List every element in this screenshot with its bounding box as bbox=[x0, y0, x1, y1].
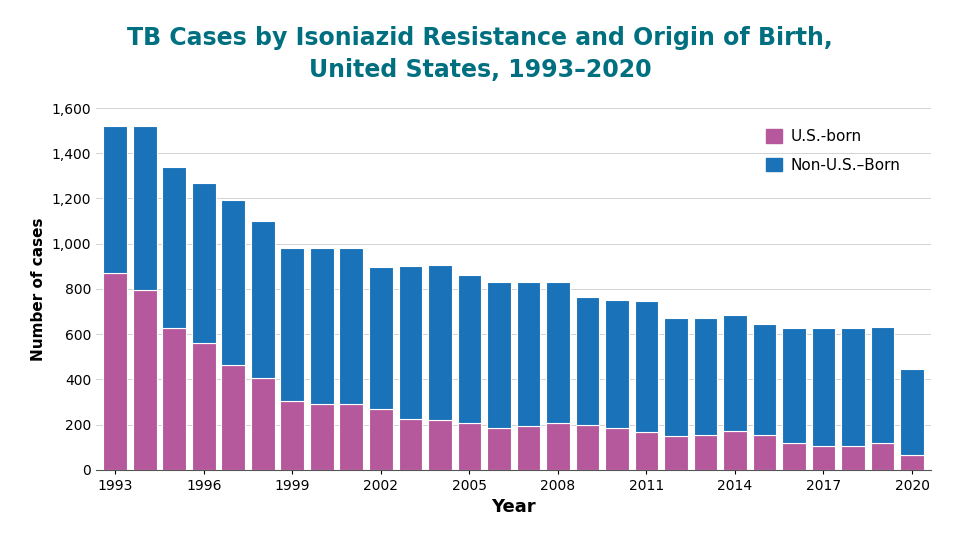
Bar bbox=[132, 290, 156, 470]
Bar bbox=[222, 364, 245, 470]
Bar bbox=[398, 266, 422, 419]
Bar bbox=[458, 423, 481, 470]
Bar bbox=[251, 378, 275, 470]
Bar bbox=[841, 446, 865, 470]
Bar bbox=[487, 282, 511, 428]
Bar bbox=[516, 282, 540, 426]
Bar bbox=[811, 328, 835, 446]
Bar bbox=[428, 420, 451, 470]
Bar bbox=[753, 435, 777, 470]
Bar bbox=[369, 267, 393, 409]
Bar bbox=[546, 282, 569, 423]
Bar bbox=[222, 200, 245, 364]
Bar bbox=[635, 301, 659, 433]
Bar bbox=[398, 419, 422, 470]
Bar bbox=[900, 455, 924, 470]
Bar bbox=[841, 328, 865, 446]
Bar bbox=[192, 183, 216, 343]
Bar bbox=[694, 318, 717, 435]
Bar bbox=[310, 248, 333, 404]
Bar bbox=[310, 404, 333, 470]
Bar bbox=[340, 248, 363, 404]
Bar bbox=[723, 315, 747, 431]
Bar bbox=[132, 126, 156, 290]
Bar bbox=[280, 401, 304, 470]
Bar bbox=[871, 443, 895, 470]
Bar bbox=[546, 423, 569, 470]
Bar bbox=[723, 431, 747, 470]
Bar bbox=[162, 167, 186, 328]
Bar bbox=[664, 318, 687, 436]
Bar bbox=[635, 433, 659, 470]
Bar bbox=[251, 221, 275, 378]
Y-axis label: Number of cases: Number of cases bbox=[31, 217, 46, 361]
Bar bbox=[104, 126, 127, 273]
Bar bbox=[871, 327, 895, 443]
Bar bbox=[280, 248, 304, 401]
Bar bbox=[458, 275, 481, 423]
Bar bbox=[605, 428, 629, 470]
Bar bbox=[487, 428, 511, 470]
X-axis label: Year: Year bbox=[492, 498, 536, 516]
Bar bbox=[605, 300, 629, 428]
Bar bbox=[900, 369, 924, 455]
Bar bbox=[664, 436, 687, 470]
Bar bbox=[162, 328, 186, 470]
Bar bbox=[811, 446, 835, 470]
Bar bbox=[576, 297, 599, 424]
Bar bbox=[782, 443, 805, 470]
Text: TB Cases by Isoniazid Resistance and Origin of Birth,
United States, 1993–2020: TB Cases by Isoniazid Resistance and Ori… bbox=[127, 26, 833, 82]
Bar bbox=[694, 435, 717, 470]
Bar bbox=[340, 404, 363, 470]
Bar bbox=[104, 273, 127, 470]
Bar bbox=[428, 265, 451, 420]
Bar bbox=[516, 426, 540, 470]
Bar bbox=[753, 324, 777, 435]
Bar bbox=[192, 343, 216, 470]
Bar bbox=[576, 424, 599, 470]
Legend: U.S.-born, Non-U.S.–Born: U.S.-born, Non-U.S.–Born bbox=[760, 123, 907, 179]
Bar bbox=[782, 328, 805, 443]
Bar bbox=[369, 409, 393, 470]
